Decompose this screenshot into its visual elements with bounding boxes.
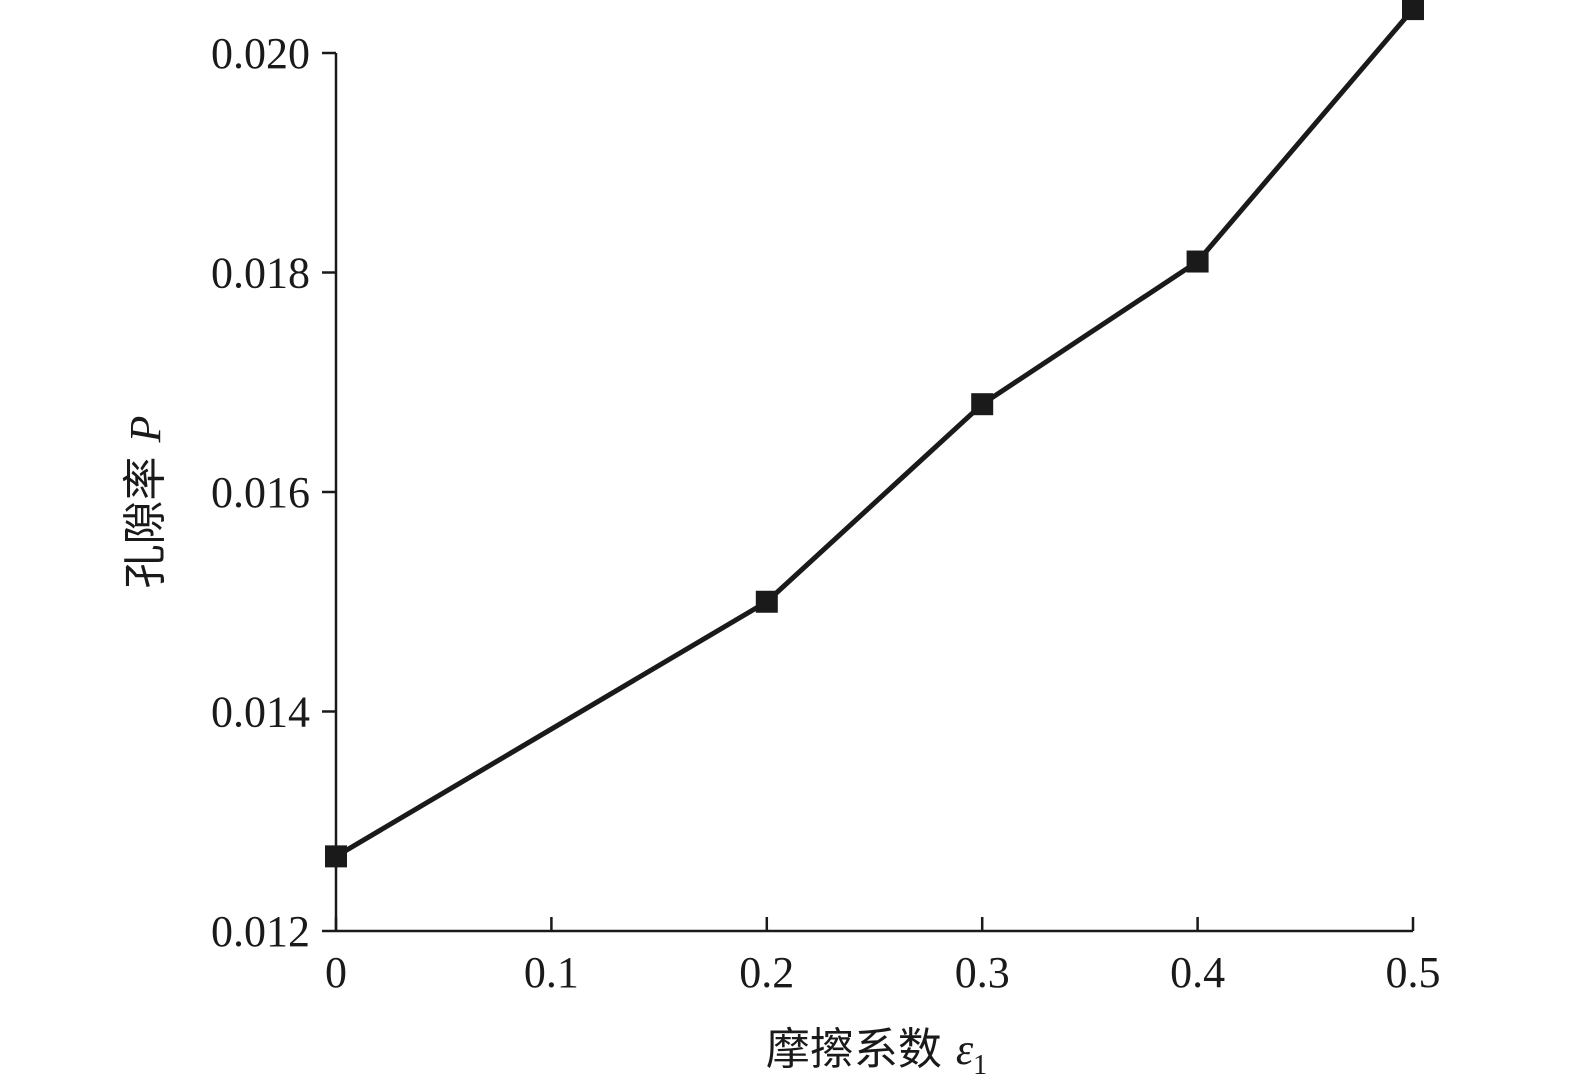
x-axis-title-symbol: ε [956,1025,974,1074]
data-point-marker [755,590,778,613]
data-point-marker [325,845,347,868]
axes: 0.012 0.014 0.016 0.018 0.020 0 0.1 0.2 0.3 0.4 0.… [211,29,1441,997]
y-axis-title-text: 孔隙率 [120,442,171,588]
x-tick-label: 0.2 [739,948,794,997]
x-axis-title-text: 摩擦系数 [766,1024,956,1075]
data-point-marker [1186,250,1209,273]
y-axis-title-symbol: P [121,416,170,444]
y-axis-title: 孔隙率 P [120,416,171,589]
y-tick-label: 0.018 [211,249,310,298]
data-point-marker [1402,0,1424,21]
data-point-marker [971,393,994,416]
y-tick-label: 0.016 [211,468,310,517]
x-tick-label: 0.1 [524,948,579,997]
series-line [333,6,1416,859]
x-axis-title-subscript: 1 [973,1050,987,1081]
y-tick-label: 0.012 [211,907,310,956]
plot-area [325,0,1424,868]
x-tick-label: 0.3 [955,948,1010,997]
x-tick-label: 0.4 [1170,948,1225,997]
y-tick-label: 0.014 [211,688,310,737]
x-axis-title: 摩擦系数 ε1 [766,1024,987,1081]
x-tick-label: 0.5 [1386,948,1441,997]
x-tick-label: 0 [325,948,347,997]
y-tick-label: 0.020 [211,29,310,78]
